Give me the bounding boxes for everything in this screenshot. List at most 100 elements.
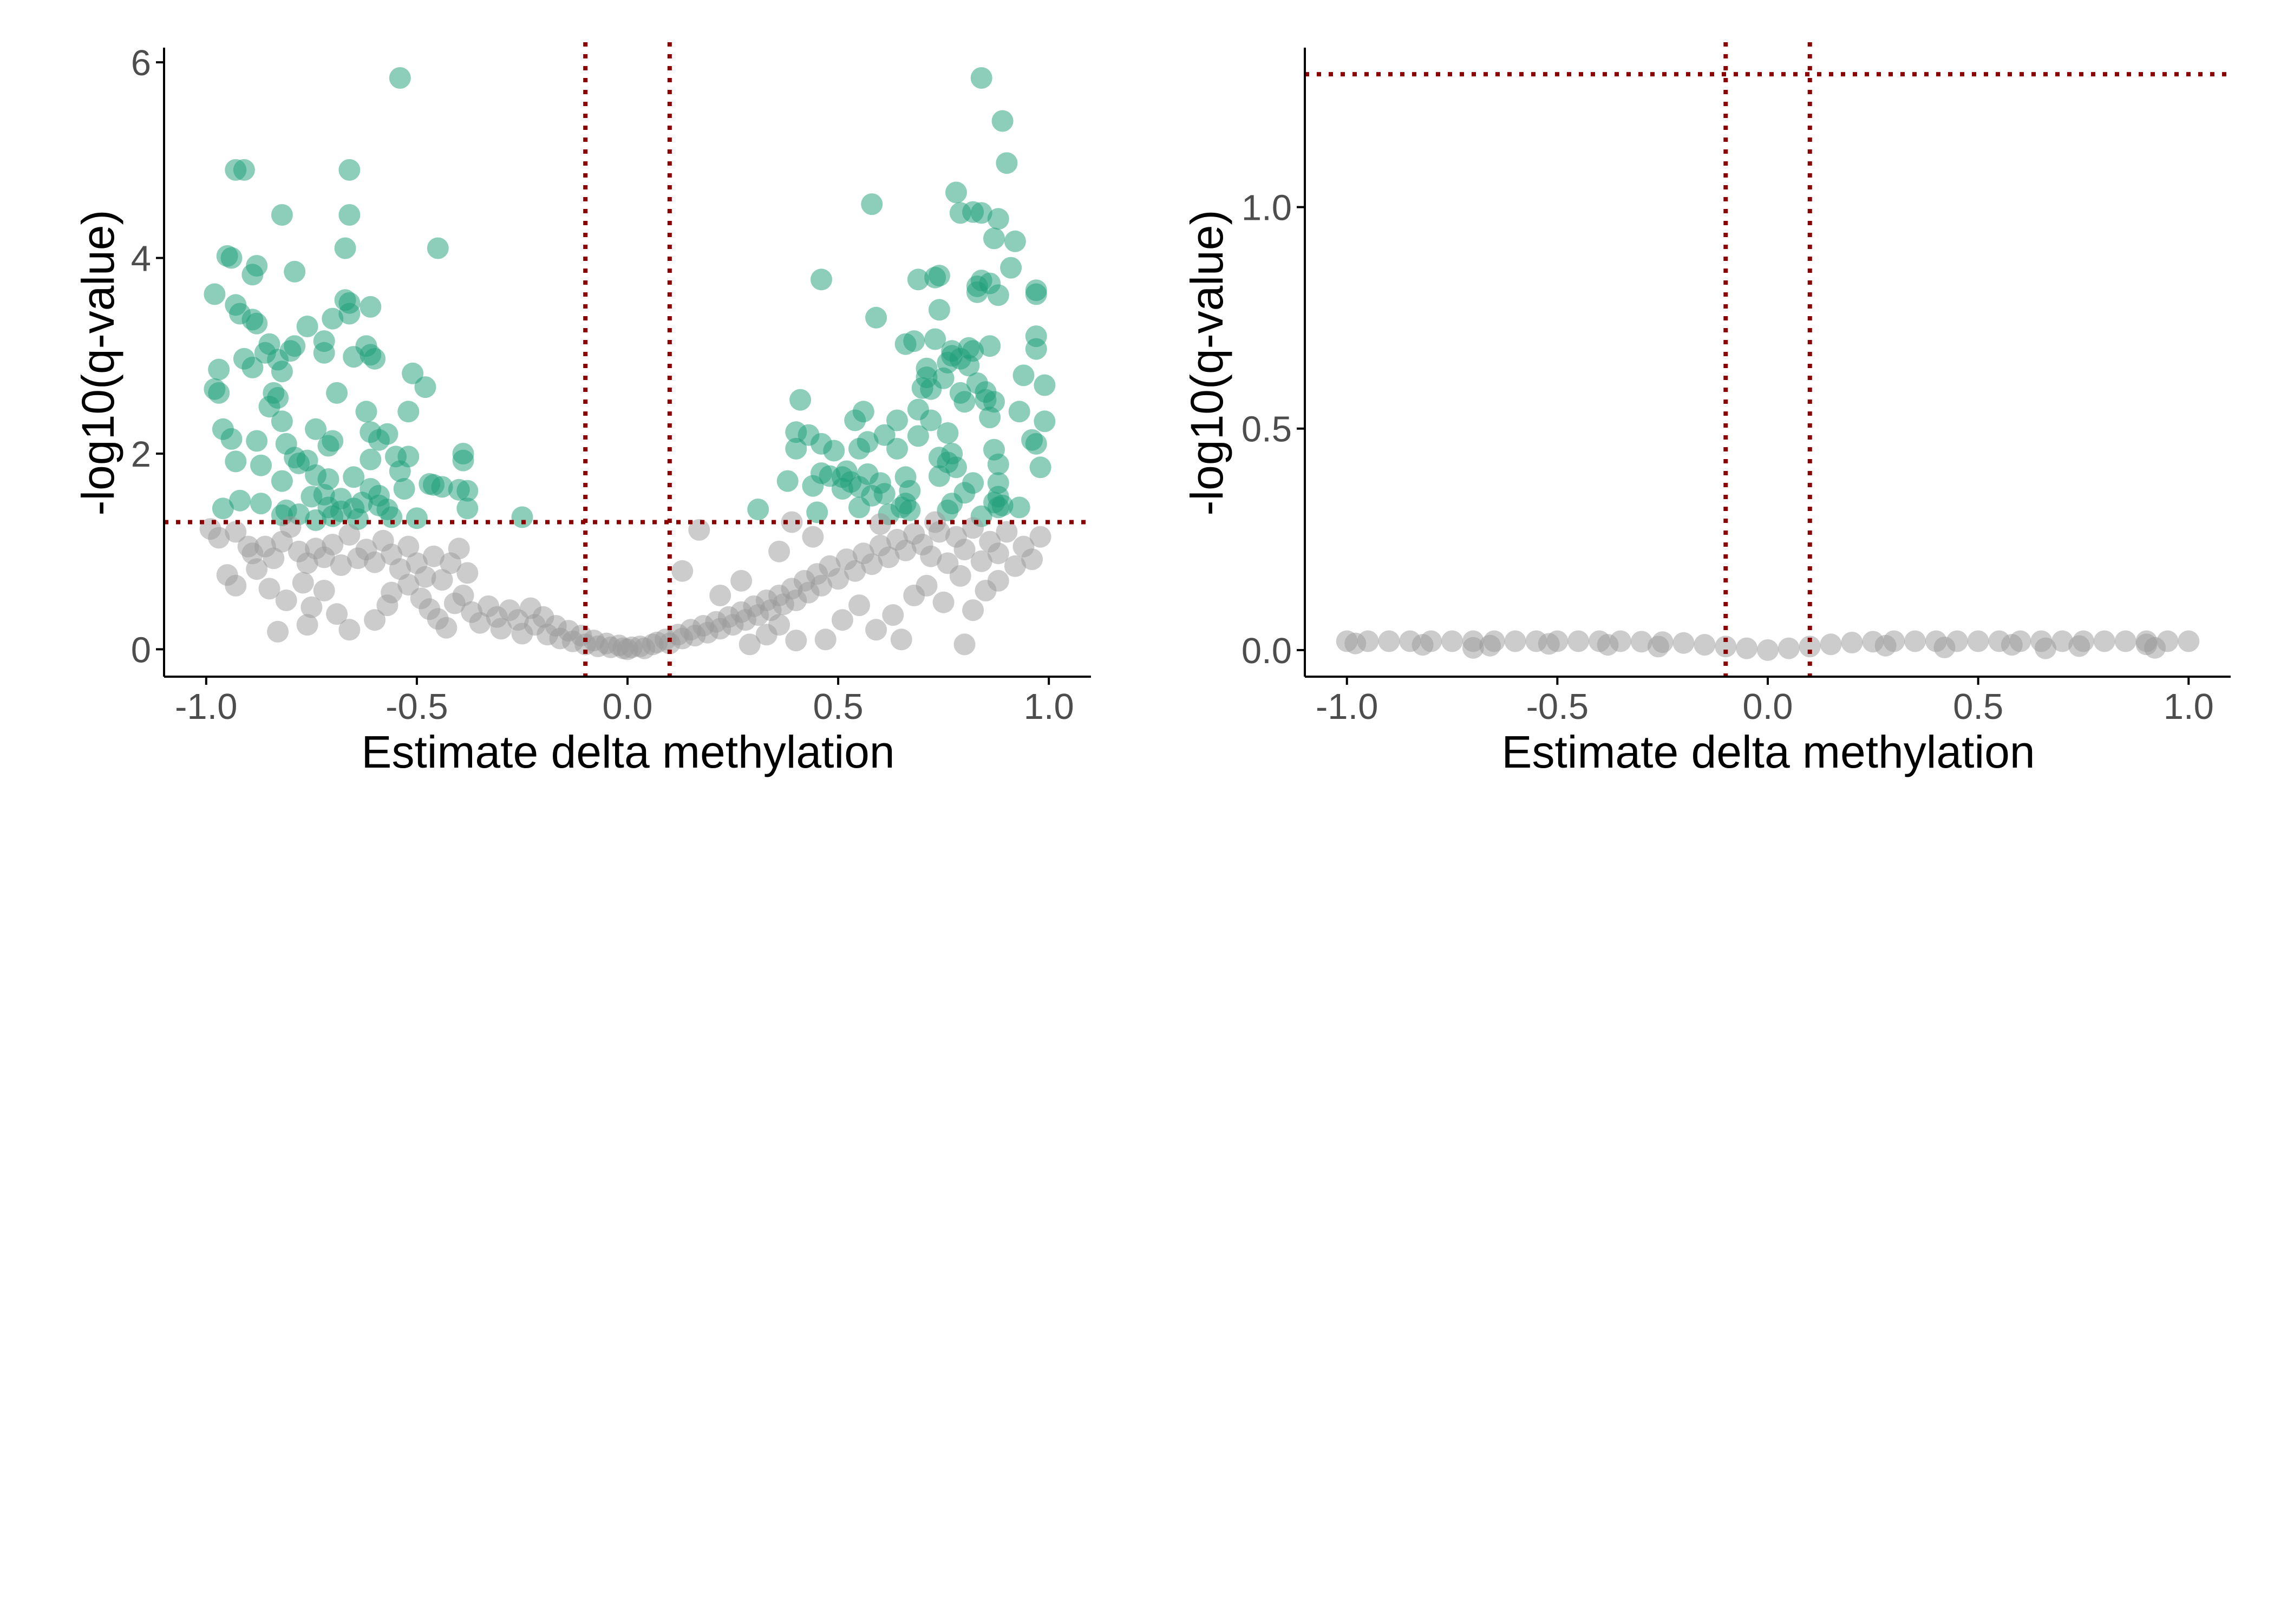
left-plot-point-significant (229, 489, 251, 512)
left-plot-point-significant (987, 208, 1009, 230)
left-plot-point-nonsignificant (300, 596, 323, 618)
left-plot-point-significant (949, 202, 971, 224)
left-plot-point-significant (848, 437, 870, 460)
right-plot-point-nonsignificant (1630, 631, 1652, 653)
right-plot-point-nonsignificant (1933, 637, 1956, 658)
left-plot-point-significant (996, 152, 1018, 174)
left-plot-y-axis-title: -log10(q-value) (73, 210, 123, 516)
left-plot-point-significant (970, 202, 992, 224)
left-plot-point-nonsignificant (296, 614, 318, 636)
left-plot-point-nonsignificant (894, 539, 917, 561)
right-plot-point-nonsignificant (1820, 633, 1842, 656)
left-plot-point-significant (220, 428, 243, 450)
right-plot-point-nonsignificant (1694, 634, 1716, 656)
left-plot-point-significant (958, 355, 980, 377)
right-plot-point-nonsignificant (1378, 630, 1400, 652)
right-plot-point-nonsignificant (1441, 630, 1463, 652)
left-plot-point-nonsignificant (448, 538, 470, 560)
right-plot-point-nonsignificant (2001, 634, 2023, 656)
left-plot-point-significant (414, 376, 436, 398)
right-plot-ticks: -1.0 -0.5 0.0 0.5 1.0 0.0 0.5 1.0 (1241, 188, 2214, 727)
left-plot-point-nonsignificant (490, 618, 512, 640)
left-plot-point-significant (393, 478, 415, 500)
left-plot-point-significant (920, 409, 942, 431)
left-plot-point-significant (924, 266, 946, 289)
left-plot-y-tick-label: 2 (131, 434, 151, 475)
left-plot-point-nonsignificant (435, 617, 458, 639)
left-plot-point-significant (220, 247, 243, 269)
left-plot-point-significant (789, 389, 812, 411)
left-plot-point-significant (233, 159, 255, 181)
right-plot-point-nonsignificant (1757, 639, 1779, 661)
left-plot-point-significant (945, 456, 967, 479)
left-plot-point-nonsignificant (814, 628, 837, 651)
left-plot-point-nonsignificant (423, 545, 445, 567)
right-plot-point-nonsignificant (1567, 630, 1590, 652)
left-plot-point-nonsignificant (338, 619, 361, 641)
left-plot-point-significant (241, 264, 264, 286)
left-plot-point-significant (747, 499, 769, 520)
left-plot-point-nonsignificant (987, 542, 1009, 565)
right-plot-point-nonsignificant (1344, 632, 1367, 654)
left-plot-point-nonsignificant (246, 558, 268, 580)
left-plot-point-significant (317, 435, 339, 457)
left-plot-point-significant (907, 425, 929, 447)
left-plot-point-significant (970, 67, 992, 89)
left-plot-point-significant (208, 382, 230, 404)
left-plot-point-nonsignificant (414, 566, 436, 588)
left-plot-point-nonsignificant (326, 603, 348, 625)
left-plot-point-nonsignificant (861, 553, 883, 575)
left-plot-point-significant (313, 342, 335, 364)
left-plot-point-nonsignificant (802, 526, 824, 548)
right-plot-point-nonsignificant (1778, 637, 1800, 659)
right-plot-point-nonsignificant (1841, 632, 1863, 653)
right-plot-point-nonsignificant (1462, 637, 1484, 659)
left-plot-point-nonsignificant (831, 609, 853, 631)
left-plot-points (199, 67, 1056, 660)
left-plot-point-significant (861, 193, 883, 215)
left-plot-point-significant (402, 362, 424, 384)
right-plot-point-nonsignificant (1874, 634, 1897, 657)
left-plot-x-tick-label: -0.5 (385, 686, 448, 727)
left-plot-point-nonsignificant (953, 539, 976, 561)
left-plot-x-tick-label: 1.0 (1024, 686, 1074, 727)
left-plot-point-significant (1034, 374, 1056, 396)
left-plot-point-significant (776, 470, 799, 492)
left-plot-point-significant (1025, 433, 1047, 455)
right-plot-point-nonsignificant (1504, 630, 1526, 652)
right-plot-y-axis-title: -log10(q-value) (1181, 210, 1232, 516)
left-plot-point-significant (322, 307, 344, 330)
left-plot-point-significant (389, 460, 411, 482)
left-plot-point-significant (991, 110, 1014, 132)
left-plot-point-significant (920, 378, 942, 400)
left-plot-x-tick-label: 0.5 (813, 686, 864, 727)
left-plot-point-significant (987, 496, 1009, 519)
left-plot-point-significant (899, 499, 921, 521)
left-plot-point-significant (360, 296, 382, 318)
left-plot-point-significant (1008, 496, 1030, 519)
left-plot-x-tick-label: -1.0 (175, 686, 237, 727)
left-plot-point-nonsignificant (916, 574, 938, 597)
left-plot-point-nonsignificant (785, 630, 807, 652)
left-plot-point-nonsignificant (381, 581, 403, 604)
left-plot-point-nonsignificant (397, 574, 420, 596)
left-plot-point-significant (258, 396, 280, 418)
left-plot-point-significant (271, 204, 293, 226)
left-plot-y-tick-label: 4 (131, 239, 151, 279)
left-plot-point-nonsignificant (970, 550, 992, 572)
left-plot-point-nonsignificant (848, 594, 870, 617)
left-plot-point-nonsignificant (469, 612, 491, 634)
right-plot-point-nonsignificant (1412, 634, 1434, 656)
left-plot-point-nonsignificant (258, 578, 280, 600)
left-plot-point-nonsignificant (1004, 555, 1026, 577)
right-plot-point-nonsignificant (1479, 634, 1501, 657)
left-plot-point-significant (212, 497, 234, 520)
left-plot-point-nonsignificant (865, 619, 887, 641)
right-plot-point-nonsignificant (1597, 634, 1619, 656)
left-plot-point-significant (886, 409, 908, 431)
left-plot-point-nonsignificant (844, 560, 866, 582)
left-plot-point-significant (343, 346, 365, 368)
left-plot-point-significant (802, 475, 824, 497)
left-plot-point-significant (928, 465, 950, 487)
